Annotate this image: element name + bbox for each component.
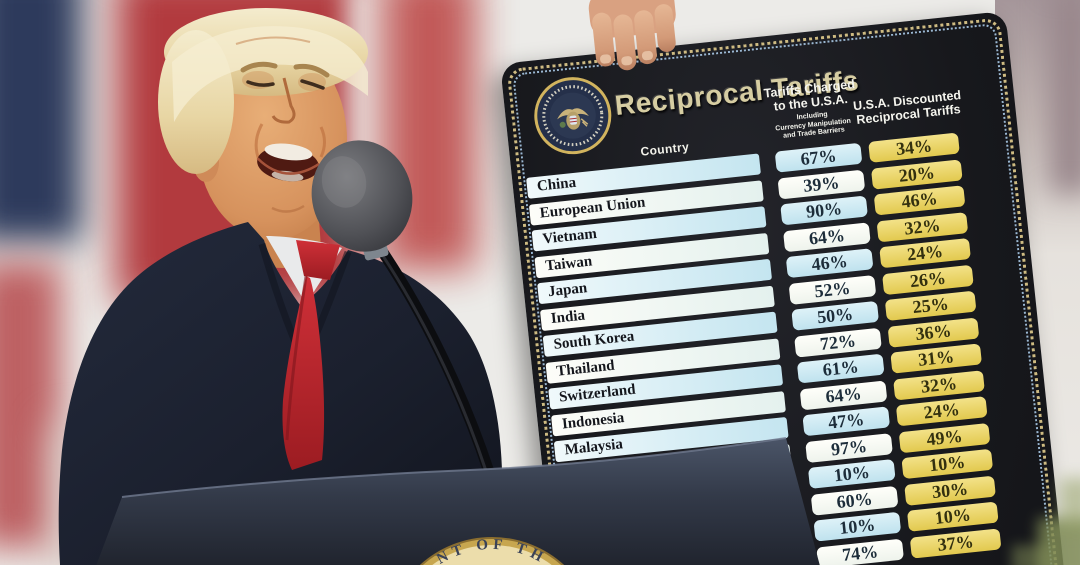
finger [634,10,657,65]
background-column [1050,0,1080,193]
hair [158,8,368,174]
podium-seal: NT OF TH [419,537,565,565]
foliage-blur [1060,478,1080,530]
eye [246,80,275,87]
finger [613,14,637,71]
flag-stripe-red-lower [0,262,61,547]
finger [592,12,615,67]
mouth-open [256,143,320,182]
microphone-icon [311,140,413,261]
finger [654,4,676,52]
podium-top [96,438,820,565]
eyebrow [240,61,278,73]
eye [300,79,325,90]
presidential-seal-icon [534,77,612,155]
face-features [235,36,330,213]
necktie [282,240,340,470]
eyebrow [293,63,330,78]
hand-holding-board [588,0,676,71]
eagle-icon [557,108,589,130]
tariff-board: Reciprocal Tariffs Country Tariffs Charg… [500,10,1080,565]
flag-canton [0,0,82,242]
foliage-blur [1012,545,1052,565]
podium-edge [121,437,787,498]
fingernail [600,54,612,64]
nose [271,77,296,124]
fingernail [621,56,633,66]
fingernail [641,50,653,61]
microphone-stand [374,242,495,478]
chin-crease [271,204,305,213]
